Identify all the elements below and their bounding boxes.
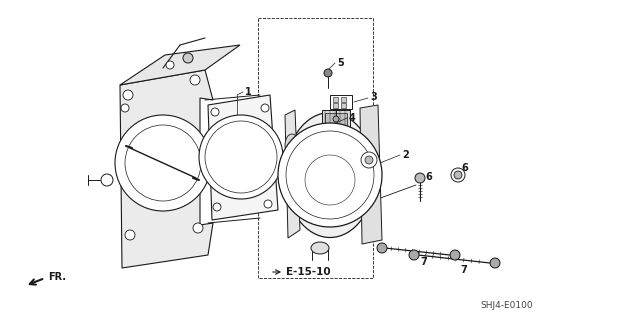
Circle shape <box>454 171 462 179</box>
Circle shape <box>409 250 419 260</box>
Text: 5: 5 <box>337 58 344 68</box>
Text: 4: 4 <box>349 113 356 123</box>
Circle shape <box>123 90 133 100</box>
Text: 3: 3 <box>370 92 377 102</box>
Polygon shape <box>120 70 213 268</box>
Bar <box>325 113 347 125</box>
Circle shape <box>415 173 425 183</box>
Text: 6: 6 <box>425 172 432 182</box>
Circle shape <box>365 156 373 164</box>
Text: E-15-10: E-15-10 <box>286 267 331 277</box>
Text: FR.: FR. <box>48 272 66 282</box>
Circle shape <box>199 115 283 199</box>
Bar <box>341 97 346 102</box>
Circle shape <box>101 174 113 186</box>
Bar <box>330 95 352 109</box>
Bar <box>333 103 338 108</box>
Ellipse shape <box>285 113 375 238</box>
Circle shape <box>264 200 272 208</box>
Bar <box>360 140 378 180</box>
Text: 6: 6 <box>461 163 468 173</box>
Circle shape <box>490 258 500 268</box>
Bar <box>258 18 373 278</box>
Circle shape <box>125 230 135 240</box>
Text: 7: 7 <box>420 257 427 267</box>
Polygon shape <box>285 110 300 238</box>
Circle shape <box>261 104 269 112</box>
Circle shape <box>333 116 339 122</box>
Polygon shape <box>360 105 382 244</box>
Text: 2: 2 <box>402 150 409 160</box>
Polygon shape <box>208 95 278 220</box>
Circle shape <box>121 104 129 112</box>
Circle shape <box>115 115 211 211</box>
Bar <box>341 103 346 108</box>
Circle shape <box>213 203 221 211</box>
Bar <box>322 110 350 128</box>
Circle shape <box>278 123 382 227</box>
Text: 7: 7 <box>460 265 467 275</box>
Circle shape <box>324 69 332 77</box>
Circle shape <box>183 53 193 63</box>
Circle shape <box>450 250 460 260</box>
Text: 1: 1 <box>245 87 252 97</box>
Circle shape <box>190 75 200 85</box>
Ellipse shape <box>285 134 299 156</box>
Circle shape <box>451 168 465 182</box>
Circle shape <box>377 243 387 253</box>
Circle shape <box>193 223 203 233</box>
Polygon shape <box>120 45 240 85</box>
Circle shape <box>361 152 377 168</box>
Ellipse shape <box>311 242 329 254</box>
Circle shape <box>211 108 219 116</box>
Bar <box>333 97 338 102</box>
Text: SHJ4-E0100: SHJ4-E0100 <box>480 300 532 309</box>
Circle shape <box>166 61 174 69</box>
